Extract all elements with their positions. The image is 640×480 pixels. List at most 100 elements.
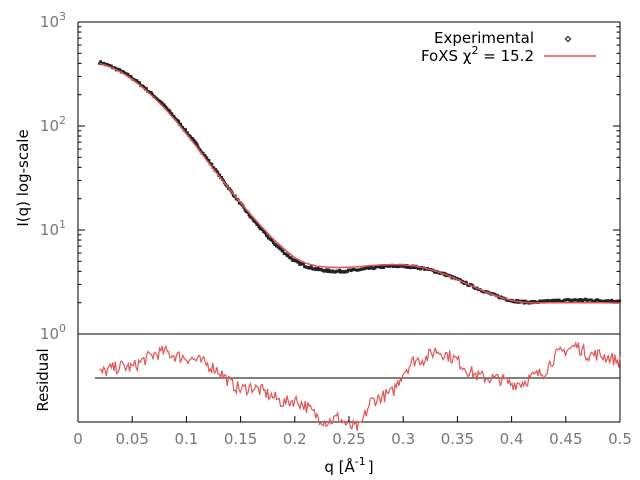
experimental-point <box>266 234 269 238</box>
experimental-point <box>195 143 199 147</box>
experimental-point <box>279 247 283 251</box>
experimental-point <box>135 79 139 82</box>
x-tick-label: 0.3 <box>391 430 415 448</box>
experimental-point <box>243 208 247 212</box>
experimental-point <box>463 282 466 285</box>
experimental-point <box>216 170 220 174</box>
experimental-point <box>338 268 342 272</box>
experimental-point <box>397 265 401 269</box>
legend-fit-label: FoXS χ2 = 15.2 <box>421 44 534 65</box>
residual-plot-panel: 0 0.05 0.1 0.15 0.2 0.25 0.3 0.35 0.4 0.45 0.5 Res… <box>34 334 632 476</box>
experimental-point <box>257 225 261 228</box>
residual-y-label: Residual <box>34 348 52 411</box>
experimental-point <box>465 281 468 284</box>
y-axis-label: I(q) log-scale <box>14 129 32 226</box>
experimental-point <box>194 141 198 145</box>
y-tick-exponent: 3 <box>59 10 66 23</box>
experimental-point <box>196 145 200 149</box>
experimental-point <box>284 252 288 256</box>
experimental-point <box>346 270 349 273</box>
experimental-point <box>551 300 555 304</box>
x-axis-label: q [Å-1] <box>324 455 373 476</box>
residual-line <box>99 341 621 432</box>
experimental-point <box>207 159 211 162</box>
experimental-point <box>443 272 447 275</box>
experimental-point <box>523 299 527 303</box>
experimental-point <box>150 93 154 96</box>
experimental-point <box>256 223 260 227</box>
experimental-point <box>302 262 305 266</box>
experimental-point <box>309 265 313 269</box>
y-tick-base: 10 <box>40 325 59 343</box>
experimental-point <box>172 114 176 118</box>
experimental-point <box>409 266 413 270</box>
experimental-point <box>254 220 258 224</box>
x-tick-label: 0.4 <box>500 430 524 448</box>
experimental-point <box>264 231 267 235</box>
y-tick-label: 100 <box>40 322 66 343</box>
y-tick-label: 101 <box>40 218 66 239</box>
x-tick-label: 0.5 <box>608 430 632 448</box>
experimental-point <box>184 128 187 132</box>
experimental-point <box>162 103 166 107</box>
experimental-point <box>516 301 520 304</box>
experimental-point <box>218 173 222 177</box>
experimental-point <box>247 213 251 217</box>
legend-experimental-label: Experimental <box>434 29 534 47</box>
experimental-point <box>189 135 192 139</box>
x-tick-label: 0.2 <box>283 430 307 448</box>
experimental-point <box>203 154 207 157</box>
y-tick-exponent: 0 <box>59 322 66 335</box>
experimental-point <box>550 298 554 302</box>
experimental-point <box>177 120 181 123</box>
experimental-point <box>179 122 183 126</box>
x-axis-label-exponent: -1 <box>355 455 366 468</box>
y-tick-exponent: 2 <box>59 114 66 127</box>
experimental-point <box>138 81 142 85</box>
experimental-point <box>609 300 613 304</box>
experimental-point <box>186 131 189 135</box>
experimental-point <box>470 283 474 287</box>
experimental-point <box>160 101 164 105</box>
x-tick-label: 0 <box>73 430 83 448</box>
experimental-point <box>158 100 162 103</box>
experimental-point <box>261 228 265 232</box>
experimental-point <box>271 241 275 245</box>
experimental-point <box>515 299 519 302</box>
y-tick-exponent: 1 <box>59 218 66 231</box>
experimental-point <box>126 73 130 76</box>
experimental-point <box>214 168 218 171</box>
x-tick-label: 0.45 <box>549 430 582 448</box>
x-tick-label: 0.35 <box>441 430 474 448</box>
experimental-point <box>168 109 172 113</box>
experimental-point <box>450 276 454 280</box>
experimental-point <box>316 266 320 270</box>
x-axis-label-end: ] <box>368 458 374 476</box>
experimental-point <box>326 270 330 274</box>
experimental-point <box>382 266 385 270</box>
experimental-point <box>149 91 153 95</box>
y-tick-label: 103 <box>40 10 66 31</box>
y-tick-base: 10 <box>40 221 59 239</box>
experimental-point <box>201 151 205 155</box>
experimental-point <box>557 298 561 302</box>
experimental-point <box>273 243 277 246</box>
experimental-point <box>99 60 103 64</box>
x-tick-label: 0.15 <box>224 430 257 448</box>
experimental-point <box>205 156 209 160</box>
experimental-point <box>129 74 133 78</box>
foxs-fit-line <box>99 62 620 304</box>
legend: Experimental FoXS χ2 = 15.2 <box>421 29 596 65</box>
experimental-point <box>290 257 294 261</box>
x-tick-label: 0.05 <box>115 430 148 448</box>
experimental-point <box>220 175 224 179</box>
experimental-point <box>170 112 174 116</box>
experimental-point <box>618 299 622 303</box>
experimental-point <box>413 266 417 270</box>
experimental-point <box>113 66 117 70</box>
experimental-point <box>210 162 214 166</box>
legend-fit-exponent: 2 <box>471 44 478 57</box>
